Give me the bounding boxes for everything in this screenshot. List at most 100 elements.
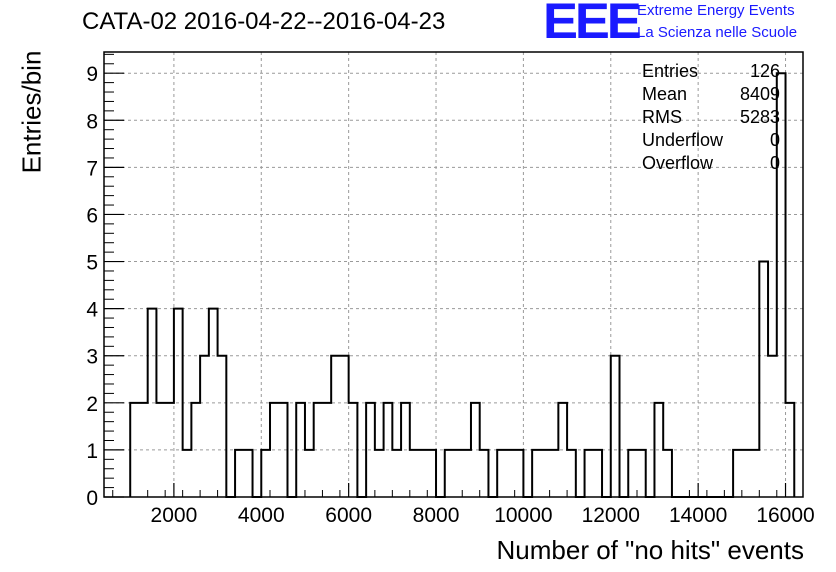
histogram-bin [139,403,148,497]
histogram-bin [532,450,541,497]
histogram-bin [628,450,637,497]
histogram-bin [322,403,331,497]
histogram-bin [235,450,244,497]
y-tick-label: 8 [86,110,98,133]
histogram-bin [384,403,393,497]
histogram-bin [541,450,550,497]
histogram-bin [786,403,795,497]
stat-label: RMS [642,107,682,127]
histogram-bin [148,309,157,497]
stat-row-mean: Mean 8409 [642,83,780,106]
stat-row-rms: RMS 5283 [642,106,780,129]
stat-label: Overflow [642,153,714,173]
histogram-bin [314,403,323,497]
histogram-bin [497,450,506,497]
eee-logo: EEE [543,0,642,49]
histogram-bin [515,450,524,497]
histogram-bin [751,450,760,497]
stat-value: 8409 [739,84,780,104]
histogram-bin [279,403,288,497]
histogram-bin [375,450,384,497]
y-tick-label: 0 [86,487,98,510]
histogram-bin [654,403,663,497]
histogram-bin [445,450,454,497]
histogram-bin [218,356,227,497]
stat-label: Entries [642,61,699,81]
histogram-bin [296,403,305,497]
plot-frame [103,51,804,498]
histogram-bin [759,262,768,497]
histogram-bin [349,403,358,497]
y-tick-label: 4 [86,299,98,322]
stat-row-entries: Entries 126 [642,60,780,83]
histogram-bin [611,356,620,497]
y-tick-label: 6 [86,204,98,227]
histogram-bin [183,450,192,497]
histogram-bin [270,403,279,497]
y-tick-label: 9 [86,63,98,86]
histogram-bin [419,450,428,497]
org-name: Extreme Energy Events [637,2,795,19]
y-tick-label: 5 [86,252,98,275]
histogram-bin [410,450,419,497]
stat-value: 126 [749,61,780,81]
chart-title: CATA-02 2016-04-22--2016-04-23 [82,8,446,35]
histogram-bin [427,450,436,497]
x-tick-label: 8000 [413,504,460,527]
stat-value: 0 [769,153,780,173]
histogram-bin [593,450,602,497]
histogram-bin [165,403,174,497]
y-tick-label: 2 [86,393,98,416]
stat-label: Underflow [642,130,724,150]
histogram-bin [567,450,576,497]
y-tick-label: 7 [86,157,98,180]
x-tick-label: 14000 [669,504,727,527]
y-axis-label: Entries/bin [16,50,47,174]
y-tick-label: 3 [86,346,98,369]
histogram-bin [663,450,672,497]
histogram-bin [200,356,209,497]
histogram-bin [130,403,139,497]
histogram-bin [156,403,165,497]
x-tick-label: 12000 [582,504,640,527]
histogram-bin [585,450,594,497]
histogram-bin [401,403,410,497]
x-tick-label: 2000 [151,504,198,527]
histogram-bin [305,450,314,497]
histogram-bin [244,450,253,497]
histogram-bin [637,450,646,497]
histogram-bin [733,450,742,497]
histogram-bin [191,403,200,497]
stat-value: 0 [769,130,780,150]
histogram-bin [331,356,340,497]
y-tick-label: 1 [86,440,98,463]
x-tick-label: 10000 [494,504,552,527]
histogram-bin [340,356,349,497]
histogram-bin [454,450,463,497]
histogram-bin [209,309,218,497]
histogram-bin [742,450,751,497]
histogram-bin [174,309,183,497]
stat-row-underflow: Underflow 0 [642,129,780,152]
x-tick-label: 4000 [238,504,285,527]
histogram-bin [480,450,489,497]
x-tick-label: 6000 [325,504,372,527]
x-axis-label: Number of "no hits" events [496,535,805,565]
histogram-bin [462,450,471,497]
x-tick-label: 16000 [756,504,814,527]
stat-label: Mean [642,84,688,104]
stat-row-overflow: Overflow 0 [642,152,780,175]
histogram-bin [506,450,515,497]
histogram-bin [550,450,559,497]
histogram-bin [261,450,270,497]
org-subtitle: La Scienza nelle Scuole [637,24,798,41]
histogram-bin [558,403,567,497]
axis-ticks: 2000 4000 6000 8000 10000 12000 14000 16000 0 1 2 3… [86,53,815,527]
stats-box: Entries 126 Mean 8409 RMS 5283 Underflow… [642,60,780,175]
histogram-bin [768,356,777,497]
histogram-bin [392,450,401,497]
histogram-bin [471,403,480,497]
stat-value: 5283 [739,107,780,127]
histogram-bin [366,403,375,497]
